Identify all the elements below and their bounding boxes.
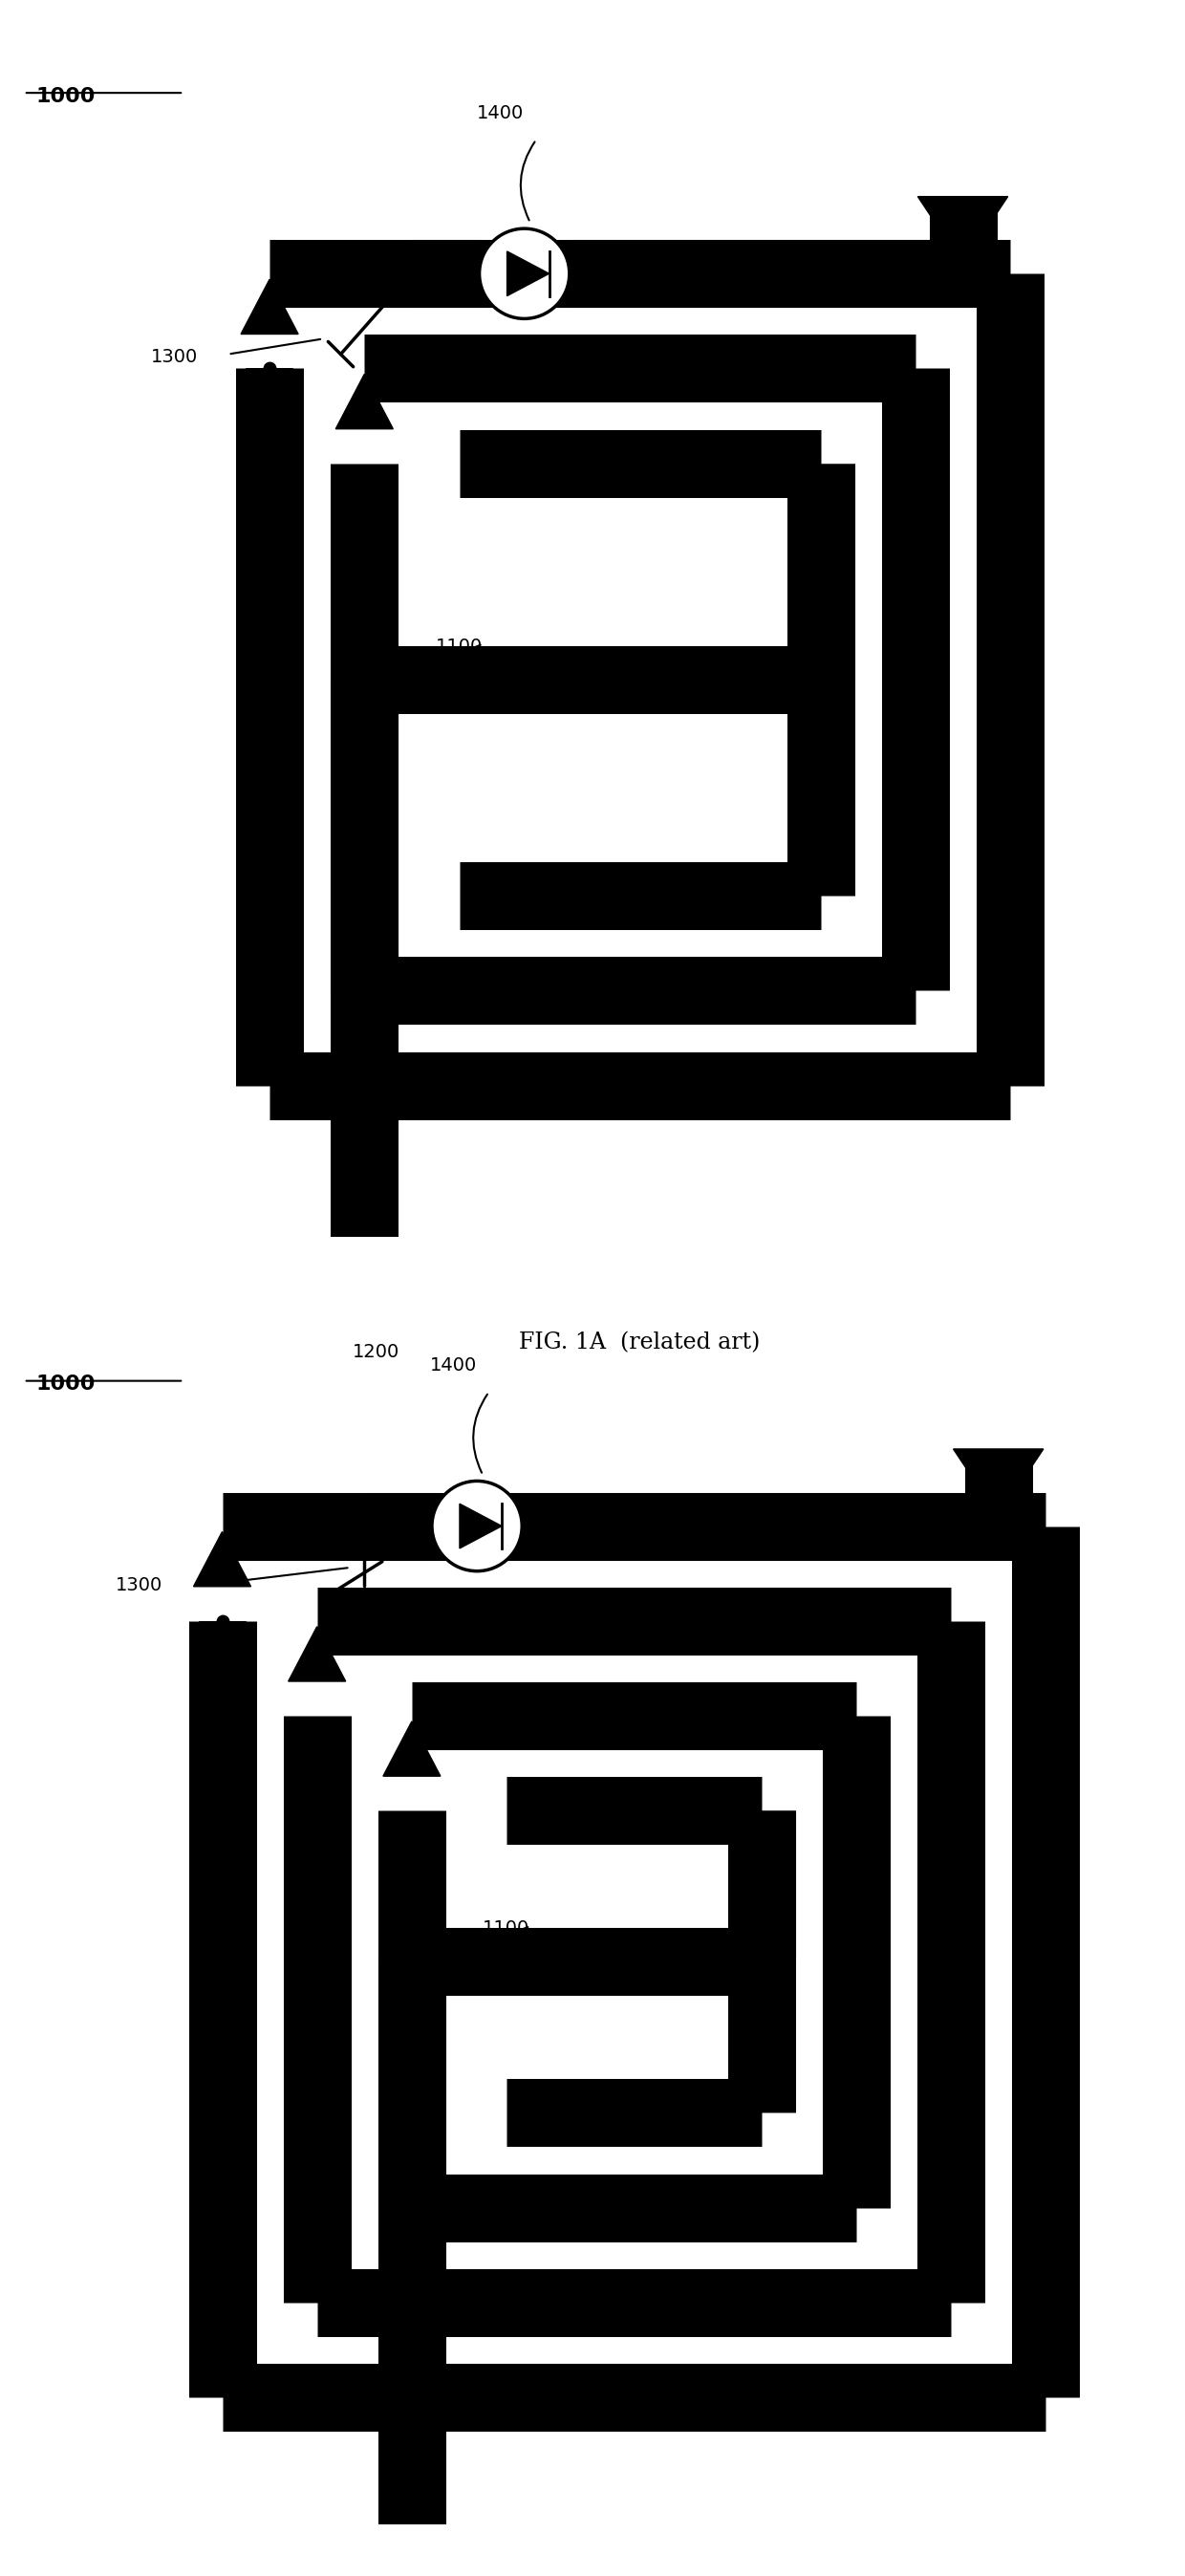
Polygon shape <box>981 618 1039 675</box>
Polygon shape <box>827 1919 885 1976</box>
Polygon shape <box>320 1247 410 1314</box>
Text: 1300: 1300 <box>152 348 198 366</box>
Polygon shape <box>922 1919 980 1976</box>
Polygon shape <box>193 1533 251 1587</box>
Text: 1400: 1400 <box>430 1355 476 1376</box>
Polygon shape <box>335 374 393 428</box>
Polygon shape <box>953 1450 1044 1517</box>
Polygon shape <box>640 2179 694 2236</box>
Polygon shape <box>545 1932 600 1991</box>
Text: 1300: 1300 <box>116 1577 162 1595</box>
Polygon shape <box>716 1497 770 1556</box>
Text: FIG. 1A  (related art): FIG. 1A (related art) <box>519 1332 761 1352</box>
Text: 1100: 1100 <box>483 1919 530 1937</box>
Text: 1000: 1000 <box>36 88 95 106</box>
Polygon shape <box>693 1056 748 1115</box>
Polygon shape <box>460 1504 501 1548</box>
Polygon shape <box>668 1592 723 1649</box>
Polygon shape <box>1017 1901 1075 1955</box>
Text: 1400: 1400 <box>478 103 524 121</box>
Circle shape <box>431 1481 521 1571</box>
Polygon shape <box>687 2367 742 2427</box>
Polygon shape <box>288 1625 346 1682</box>
Text: 1100: 1100 <box>436 639 482 657</box>
Polygon shape <box>367 2558 457 2576</box>
Polygon shape <box>917 196 1008 265</box>
Polygon shape <box>627 435 681 492</box>
Polygon shape <box>241 278 299 335</box>
Polygon shape <box>722 245 776 301</box>
Circle shape <box>479 229 570 319</box>
Text: 1000: 1000 <box>36 1376 95 1394</box>
Polygon shape <box>383 1721 441 1775</box>
Polygon shape <box>551 652 606 708</box>
Polygon shape <box>621 1783 675 1839</box>
Polygon shape <box>646 961 700 1020</box>
Polygon shape <box>674 340 729 397</box>
Polygon shape <box>886 639 944 693</box>
Text: 1200: 1200 <box>353 1342 399 1363</box>
Polygon shape <box>640 2275 694 2331</box>
Polygon shape <box>507 252 549 296</box>
Polygon shape <box>668 1687 723 1744</box>
